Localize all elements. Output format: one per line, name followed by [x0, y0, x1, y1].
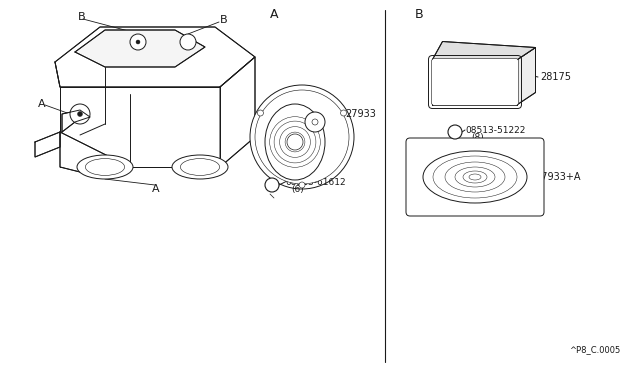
Text: 28175: 28175 — [540, 72, 571, 82]
Ellipse shape — [433, 156, 517, 198]
Text: B: B — [415, 7, 424, 20]
Polygon shape — [62, 110, 90, 132]
Text: ^P8_C.0005: ^P8_C.0005 — [569, 345, 620, 354]
Circle shape — [312, 119, 318, 125]
Circle shape — [180, 34, 196, 50]
Polygon shape — [55, 27, 255, 87]
Text: 08513-51222: 08513-51222 — [465, 125, 525, 135]
Circle shape — [287, 134, 303, 150]
Ellipse shape — [469, 174, 481, 180]
Circle shape — [448, 125, 462, 139]
Circle shape — [274, 121, 316, 163]
Circle shape — [285, 132, 305, 152]
Text: A: A — [270, 7, 278, 20]
Ellipse shape — [455, 167, 495, 187]
Ellipse shape — [77, 155, 133, 179]
Ellipse shape — [445, 162, 505, 192]
Circle shape — [340, 110, 347, 116]
Text: (8): (8) — [471, 132, 484, 141]
FancyBboxPatch shape — [431, 58, 518, 106]
Polygon shape — [518, 48, 536, 105]
Circle shape — [280, 126, 310, 157]
Polygon shape — [60, 132, 130, 177]
Text: B: B — [78, 12, 86, 22]
Polygon shape — [60, 87, 220, 167]
Ellipse shape — [172, 155, 228, 179]
Circle shape — [70, 104, 90, 124]
Circle shape — [269, 117, 320, 167]
Ellipse shape — [85, 158, 125, 176]
Polygon shape — [75, 30, 205, 67]
Polygon shape — [220, 57, 255, 167]
Text: B: B — [220, 15, 228, 25]
Ellipse shape — [463, 171, 487, 183]
Text: (6): (6) — [291, 185, 304, 193]
Ellipse shape — [180, 158, 220, 176]
Ellipse shape — [423, 151, 527, 203]
Text: 27933+A: 27933+A — [535, 172, 580, 182]
Polygon shape — [433, 42, 536, 60]
Circle shape — [305, 112, 325, 132]
Text: A: A — [38, 99, 45, 109]
Circle shape — [255, 90, 349, 184]
Circle shape — [136, 40, 140, 44]
Circle shape — [250, 85, 354, 189]
Circle shape — [257, 110, 264, 116]
Polygon shape — [433, 60, 518, 105]
Circle shape — [77, 112, 83, 116]
FancyBboxPatch shape — [406, 138, 544, 216]
Ellipse shape — [265, 104, 325, 180]
Text: S: S — [269, 180, 275, 189]
Text: A: A — [152, 184, 159, 194]
Circle shape — [130, 34, 146, 50]
Text: S: S — [452, 128, 458, 137]
Text: 27933: 27933 — [345, 109, 376, 119]
Circle shape — [265, 178, 279, 192]
Polygon shape — [35, 132, 60, 157]
Circle shape — [299, 182, 305, 188]
Text: 08513-61612: 08513-61612 — [285, 177, 346, 186]
